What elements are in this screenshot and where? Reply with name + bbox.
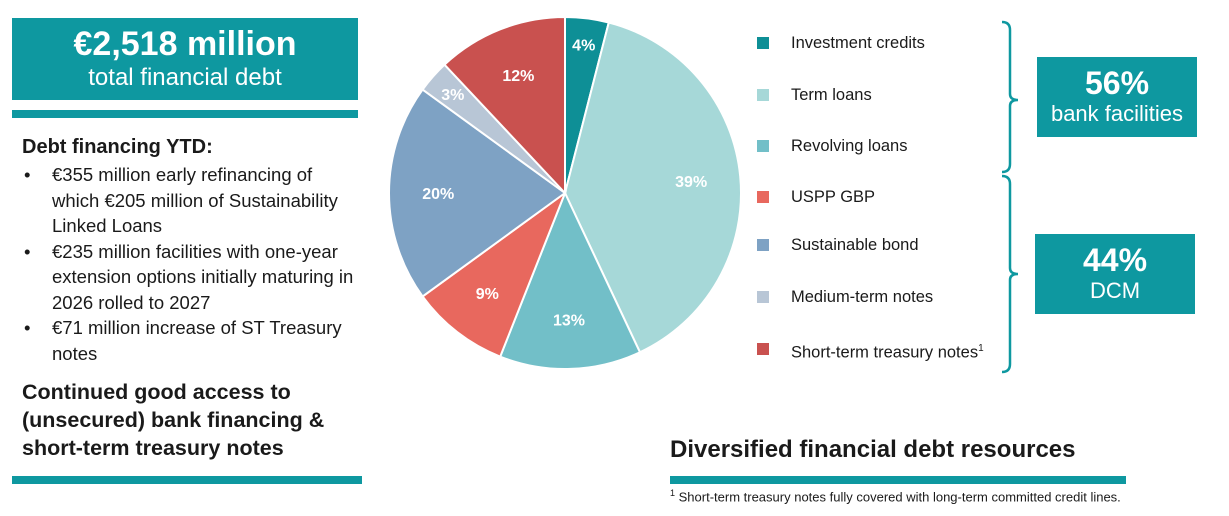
footnote-text: Short-term treasury notes fully covered …	[675, 489, 1121, 505]
bank-facilities-bracket	[1001, 20, 1019, 174]
pie-slice-short-term-treasury-notes	[443, 15, 566, 196]
bank-facilities-pct: 56%	[1084, 65, 1150, 101]
legend-label: Short-term treasury notes1	[791, 338, 984, 364]
pie-data-label: 4%	[572, 38, 595, 55]
legend-item: USPP GBP	[757, 186, 1017, 208]
legend-swatch	[757, 37, 769, 49]
legend-item: Term loans	[757, 84, 1017, 106]
list-item: €71 million increase of ST Treasury note…	[22, 315, 362, 366]
legend-swatch	[757, 239, 769, 251]
legend-swatch	[757, 140, 769, 152]
legend-swatch	[757, 89, 769, 101]
bank-facilities-box: 56% bank facilities	[1037, 57, 1197, 137]
dcm-pct: 44%	[1082, 242, 1148, 278]
pie-slices	[388, 15, 742, 370]
debt-financing-heading: Debt financing YTD:	[22, 136, 213, 158]
pie-slice-sustainable-bond	[388, 88, 567, 298]
dcm-box: 44% DCM	[1035, 234, 1195, 314]
footnote: 1 Short-term treasury notes fully covere…	[670, 488, 1121, 504]
dcm-label: DCM	[1089, 278, 1141, 303]
footnote-marker: 1	[978, 343, 984, 354]
legend-label: Term loans	[791, 86, 872, 104]
pie-data-label: 20%	[422, 186, 454, 203]
list-item: €235 million facilities with one-year ex…	[22, 239, 362, 316]
total-debt-caption: total financial debt	[88, 64, 282, 91]
pie-labels: 4% 39% 13% 9% 20% 3% 12%	[422, 38, 707, 330]
list-item: €355 million early refinancing of which …	[22, 162, 362, 239]
pie-data-label: 3%	[441, 87, 464, 104]
legend-swatch	[757, 191, 769, 203]
legend-item: Investment credits	[757, 32, 1017, 54]
dcm-bracket	[1001, 174, 1019, 374]
pie-data-label: 39%	[675, 174, 707, 191]
legend-item: Short-term treasury notes1	[757, 338, 1017, 362]
bank-facilities-label: bank facilities	[1050, 101, 1184, 126]
legend-item: Sustainable bond	[757, 234, 1017, 256]
legend-label: Revolving loans	[791, 137, 908, 155]
pie-data-label: 9%	[476, 286, 499, 303]
legend-swatch	[757, 291, 769, 303]
pie-data-label: 13%	[553, 313, 585, 330]
legend-label: Sustainable bond	[791, 236, 919, 254]
total-debt-banner: €2,518 million total financial debt	[12, 18, 358, 100]
legend-label: USPP GBP	[791, 188, 876, 206]
closing-underline	[12, 476, 362, 484]
pie-slice-revolving-loans	[498, 190, 642, 370]
debt-financing-list: €355 million early refinancing of which …	[22, 162, 362, 366]
pie-slice-term-loans	[563, 21, 742, 354]
legend-item: Medium-term notes	[757, 286, 1017, 308]
pie-data-label: 12%	[502, 68, 534, 85]
pie-slice-uspp-gbp	[421, 190, 568, 358]
chart-subtitle: Diversified financial debt resources	[670, 436, 1076, 463]
debt-financing-section: Debt financing YTD: €355 million early r…	[22, 134, 362, 366]
banner-underline	[12, 110, 358, 118]
legend-item: Revolving loans	[757, 135, 1017, 157]
legend-label: Medium-term notes	[791, 288, 934, 306]
subtitle-underline	[670, 476, 1126, 484]
footnote-marker: 1	[670, 488, 676, 498]
legend-swatch	[757, 343, 769, 355]
closing-statement: Continued good access to (unsecured) ban…	[22, 380, 325, 460]
legend-label-text: Short-term treasury notes	[791, 343, 979, 362]
total-debt-amount: €2,518 million	[73, 25, 297, 63]
legend-label: Investment credits	[791, 34, 925, 52]
